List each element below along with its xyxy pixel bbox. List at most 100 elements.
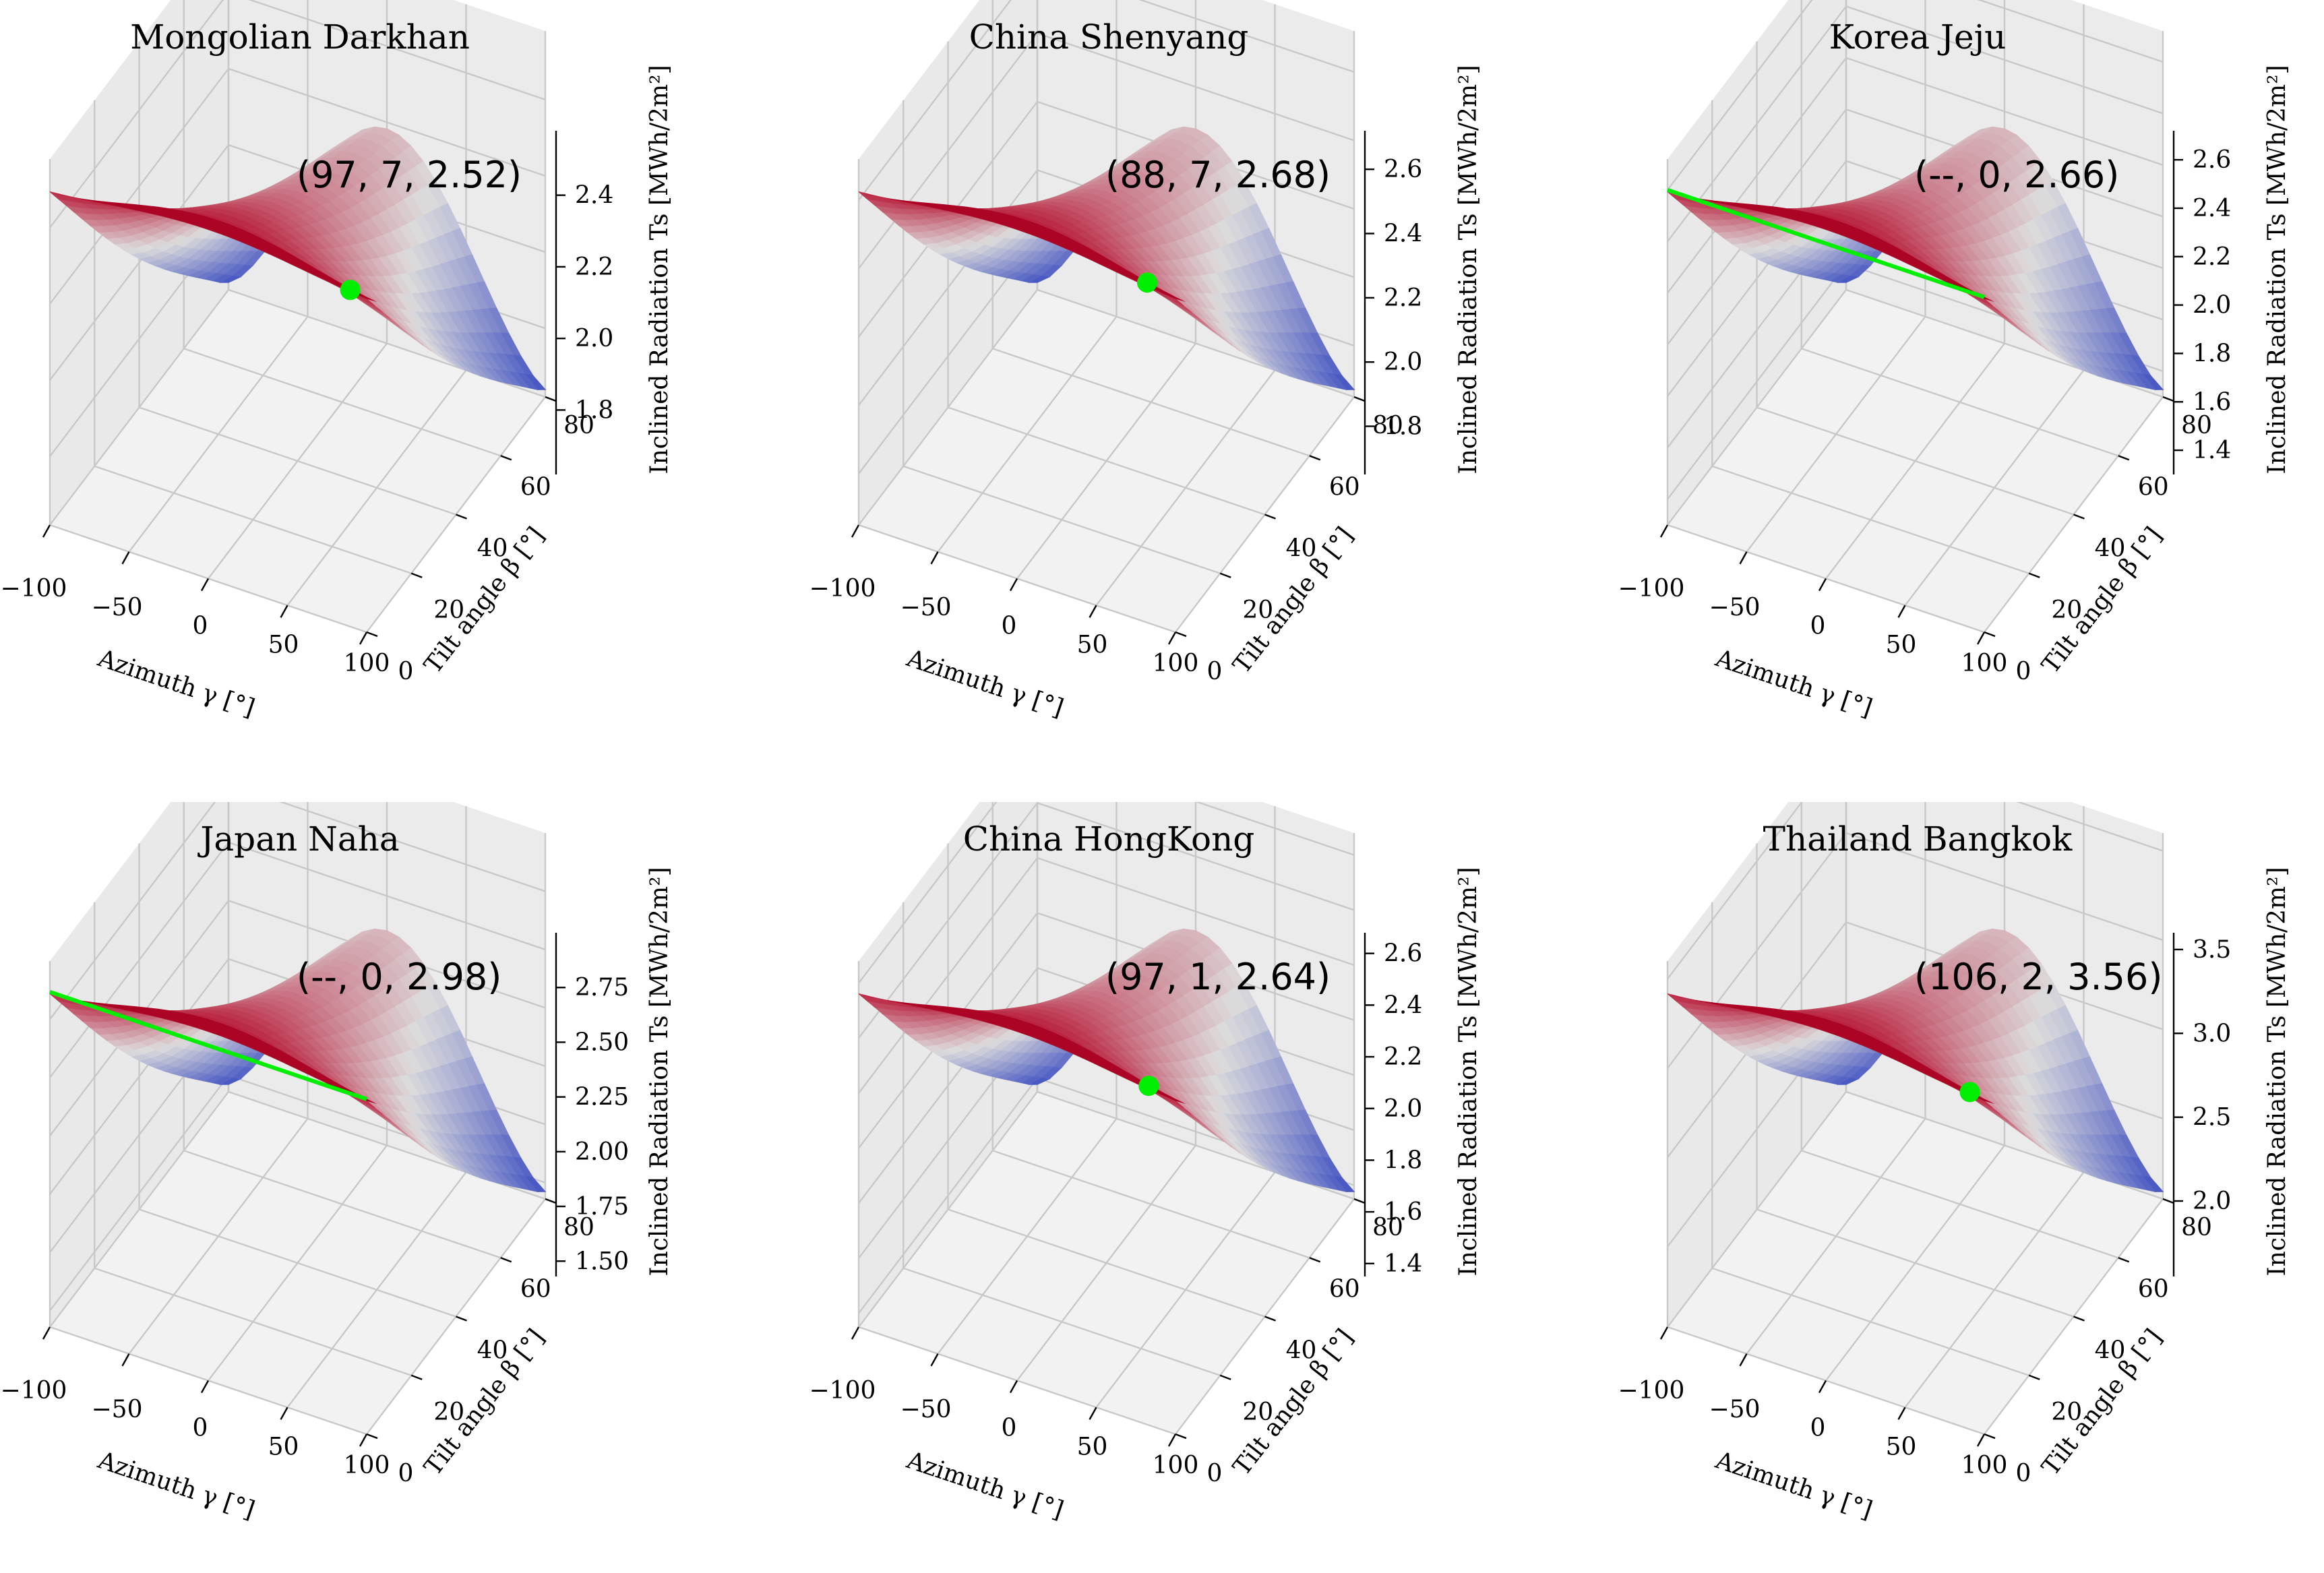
optimum-label: (88, 7, 2.68)	[1105, 154, 1331, 196]
y-tick-label: 80	[1372, 412, 1403, 439]
z-tick-label: 3.5	[2193, 936, 2231, 964]
y-tick-label: 80	[2181, 1214, 2212, 1241]
z-tick-label: 1.8	[1384, 413, 1422, 441]
y-tick-label: 40	[1286, 535, 1317, 563]
subplot-title: China Shenyang	[969, 18, 1249, 57]
z-axis: 1.8 2.0 2.2 2.4 Inclined Radiation Ts [MWh/2…	[555, 65, 673, 474]
y-tick-label: 20	[1242, 1398, 1273, 1426]
subplot-3: (--, 0, 2.66) Korea Jeju −100 −50 0 50 100 Azim…	[1618, 0, 2324, 771]
subplot-title: Thailand Bangkok	[1763, 820, 2073, 859]
z-tick-label: 1.4	[1384, 1250, 1422, 1278]
y-tick-label: 60	[2138, 1275, 2169, 1303]
subplot-6: (106, 2, 3.56) Thailand Bangkok −100 −50 0 50…	[1618, 802, 2324, 1573]
z-axis: 2.0 2.5 3.0 3.5 Inclined Radiation Ts [MWh/2…	[2172, 867, 2291, 1276]
subplot-title: Korea Jeju	[1829, 18, 2007, 57]
y-tick-label: 40	[2095, 535, 2126, 563]
optimum-label: (106, 2, 3.56)	[1914, 956, 2162, 998]
x-tick-label: 100	[1153, 1452, 1199, 1479]
y-tick-label: 40	[1286, 1337, 1317, 1365]
z-tick-label: 1.6	[2193, 388, 2231, 416]
optimum-label: (97, 7, 2.52)	[297, 154, 522, 196]
z-tick-label: 1.6	[1384, 1198, 1422, 1226]
y-tick-label: 60	[520, 1275, 551, 1303]
z-axis-label: Inclined Radiation Ts [MWh/2m²]	[2263, 867, 2291, 1276]
surface-plot: (97, 1, 2.64) China HongKong −100 −50 0 50 100…	[809, 802, 1482, 1524]
z-tick-label: 2.5	[2193, 1104, 2231, 1132]
optimum-point	[1959, 1082, 1980, 1103]
subplot-4: (--, 0, 2.98) Japan Naha −100 −50 0 50 100 Azim…	[0, 802, 774, 1573]
y-tick-label: 60	[520, 473, 551, 501]
z-tick-label: 2.0	[575, 325, 613, 352]
x-tick-label: 100	[1961, 650, 2008, 677]
x-tick-label: 0	[1002, 1415, 1017, 1442]
z-axis: 1.4 1.6 1.8 2.0 2.2 2.4 2.6 Inclined Radiation …	[2172, 65, 2291, 474]
optimum-point	[1136, 272, 1157, 293]
surface-plot: (88, 7, 2.68) China Shenyang −100 −50 0 50 100…	[809, 0, 1482, 722]
z-tick-label: 2.6	[1384, 940, 1422, 968]
y-tick-label: 80	[563, 1214, 594, 1241]
y-tick-label: 0	[398, 658, 414, 685]
x-tick-label: −50	[92, 1396, 143, 1423]
y-tick-label: 60	[2138, 473, 2169, 501]
gridlines	[49, 0, 547, 634]
x-tick-label: −50	[1709, 594, 1761, 621]
surface-plot: (--, 0, 2.66) Korea Jeju −100 −50 0 50 100 Azim…	[1618, 0, 2291, 722]
z-axis-label: Inclined Radiation Ts [MWh/2m²]	[2263, 65, 2291, 474]
z-tick-label: 2.4	[575, 182, 613, 210]
z-axis-label: Inclined Radiation Ts [MWh/2m²]	[1455, 867, 1482, 1276]
x-tick-label: 50	[268, 1433, 299, 1460]
x-axis-label: Azimuth γ [°]	[94, 1446, 257, 1524]
x-tick-label: 50	[268, 631, 299, 658]
radiation-surface	[49, 126, 547, 391]
y-tick-label: 20	[1242, 596, 1273, 624]
z-tick-label: 1.8	[1384, 1146, 1422, 1174]
y-tick-label: 80	[1372, 1214, 1403, 1241]
radiation-surface	[49, 928, 547, 1193]
radiation-surface	[858, 126, 1355, 391]
subplot-2: (88, 7, 2.68) China Shenyang −100 −50 0 50 100…	[809, 0, 1583, 771]
optimum-line	[1667, 188, 1985, 299]
x-tick-label: 50	[1077, 1433, 1108, 1460]
x-axis-label: Azimuth γ [°]	[94, 644, 257, 722]
y-tick-label: 20	[2051, 596, 2082, 624]
z-tick-label: 1.75	[575, 1193, 629, 1221]
radiation-surface	[1667, 928, 2164, 1193]
z-axis: 1.50 1.75 2.00 2.25 2.50 2.75 Inclined Radiati…	[555, 867, 673, 1276]
y-tick-label: 0	[2016, 1460, 2031, 1487]
surface-plot: (106, 2, 3.56) Thailand Bangkok −100 −50 0 50…	[1618, 802, 2291, 1524]
z-tick-label: 1.8	[575, 396, 613, 424]
y-tick-label: 20	[2051, 1398, 2082, 1426]
subplot-1: (97, 7, 2.52) Mongolian Darkhan −100 −50 0 50…	[0, 0, 774, 771]
y-tick-label: 0	[1207, 1460, 1223, 1487]
z-axis-label: Inclined Radiation Ts [MWh/2m²]	[646, 65, 673, 474]
z-tick-label: 2.6	[1384, 156, 1422, 183]
x-tick-label: 0	[1810, 1415, 1826, 1442]
optimum-label: (--, 0, 2.66)	[1914, 154, 2119, 196]
optimum-line	[49, 990, 367, 1101]
y-tick-label: 40	[477, 535, 508, 563]
x-tick-label: 0	[193, 613, 208, 640]
x-tick-label: −50	[92, 594, 143, 621]
x-tick-label: 100	[1153, 650, 1199, 677]
z-tick-label: 2.75	[575, 974, 629, 1001]
z-tick-label: 2.2	[2193, 243, 2231, 271]
x-tick-label: −100	[1, 575, 67, 603]
x-tick-label: 100	[1961, 1452, 2008, 1479]
surface-plot: (--, 0, 2.98) Japan Naha −100 −50 0 50 100 Azim…	[1, 802, 673, 1524]
x-tick-label: 100	[344, 650, 390, 677]
x-axis-label: Azimuth γ [°]	[1711, 1446, 1875, 1524]
x-tick-label: −50	[900, 1396, 952, 1423]
z-tick-label: 2.25	[575, 1084, 629, 1111]
z-tick-label: 2.4	[1384, 220, 1422, 248]
z-axis-label: Inclined Radiation Ts [MWh/2m²]	[646, 867, 673, 1276]
x-tick-label: 50	[1077, 631, 1108, 658]
y-tick-label: 60	[1329, 473, 1360, 501]
z-tick-label: 2.2	[575, 253, 613, 281]
z-tick-label: 2.2	[1384, 284, 1422, 312]
y-tick-label: 0	[2016, 658, 2031, 685]
y-tick-label: 80	[2181, 412, 2212, 439]
z-axis: 1.8 2.0 2.2 2.4 2.6 Inclined Radiation Ts [MW…	[1364, 65, 1482, 474]
x-tick-label: −50	[900, 594, 952, 621]
x-tick-label: −100	[1618, 575, 1685, 603]
optimum-label: (97, 1, 2.64)	[1105, 956, 1331, 998]
